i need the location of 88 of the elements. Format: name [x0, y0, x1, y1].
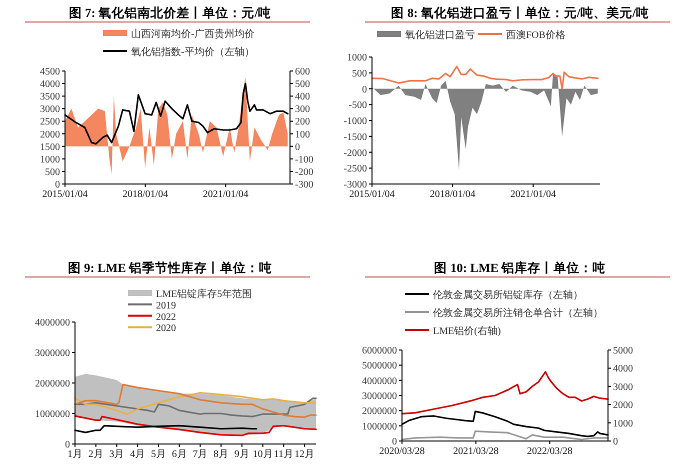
x-tick-label: 11月: [274, 449, 294, 460]
line-series: [74, 392, 316, 415]
y-tick-label: 1000: [40, 154, 60, 166]
y-tick-label: -1000: [344, 116, 367, 127]
x-tick-label: 2015/01/04: [42, 189, 88, 200]
x-tick-label: 1月: [68, 449, 82, 460]
y2-tick-label: 500: [295, 79, 310, 90]
y-tick-label: 1500: [40, 142, 60, 153]
x-tick-label: 9月: [234, 449, 250, 460]
x-tick-label: 2020/03/28: [379, 446, 425, 457]
line-series: [74, 384, 317, 418]
y2-tick-label: -200: [295, 166, 314, 178]
legend-label: 西澳FOB价格: [506, 29, 566, 41]
y2-tick-label: 600: [295, 66, 310, 78]
x-tick-label: 5月: [150, 449, 166, 460]
legend-label: 氧化铝指数-平均价（左轴）: [131, 46, 254, 58]
x-tick-label: 7月: [192, 449, 208, 460]
x-tick-label: 3月: [109, 449, 124, 460]
x-tick-label: 12月: [294, 449, 315, 460]
y-tick-label: 2000000: [35, 378, 70, 390]
y-tick-label: 5000000: [362, 360, 397, 372]
y2-tick-label: 5000: [613, 346, 633, 356]
x-tick-label: 2018/01/04: [430, 189, 476, 200]
y-tick-label: 2000: [40, 129, 60, 140]
x-tick-label: 2022/03/28: [526, 446, 572, 457]
y2-tick-label: 400: [295, 92, 310, 103]
y-tick-label: 3000000: [35, 348, 70, 359]
y-tick-label: 4000000: [35, 318, 70, 328]
line-series: [371, 66, 599, 90]
y2-tick-label: 2000: [613, 400, 633, 412]
x-tick-label: 4月: [130, 449, 146, 460]
y-tick-label: 3000: [40, 104, 60, 116]
legend-label: LME铝价(右轴): [433, 325, 501, 337]
y-tick-label: -500: [348, 100, 367, 112]
y-tick-label: 500: [352, 68, 367, 80]
y-tick-label: 0: [362, 84, 367, 96]
legend-label: LME铝锭库存5年范围: [156, 288, 252, 300]
y-tick-label: 4000000: [362, 376, 397, 387]
y-tick-label: 2500: [40, 116, 60, 128]
y-tick-label: 4500: [40, 66, 60, 78]
legend-label: 伦敦金属交易所铝锭库存（左轴）: [433, 289, 583, 301]
y2-tick-label: -100: [295, 154, 314, 166]
y-tick-label: 0: [65, 440, 70, 450]
y-tick-label: 0: [392, 436, 397, 448]
y-tick-label: 3000000: [362, 391, 397, 402]
x-tick-label: 8月: [214, 449, 229, 460]
y2-tick-label: 0: [295, 142, 300, 153]
legend-label: 2019: [156, 300, 176, 312]
x-tick-label: 10月: [252, 449, 273, 460]
legend-label: 氧化铝进口盈亏: [405, 29, 475, 41]
x-tick-label: 2月: [88, 449, 104, 460]
y-tick-label: 3500: [40, 92, 60, 103]
y-tick-label: -1500: [344, 132, 367, 143]
line-series: [401, 371, 609, 414]
y-tick-label: 0: [55, 180, 60, 190]
chart-title: 图 10: LME 铝库存丨单位：吨: [434, 260, 606, 275]
x-tick-label: 2021/01/04: [202, 189, 248, 200]
y-tick-label: -2500: [344, 164, 367, 175]
legend-label: 2022: [156, 312, 176, 323]
legend-label: 山西河南均价-广西贵州均价: [131, 28, 254, 40]
x-tick-label: 2015/01/04: [349, 189, 395, 200]
legend-label: 2020: [156, 323, 176, 334]
y-tick-label: 1000000: [35, 409, 70, 420]
y-tick-label: 500: [45, 166, 60, 178]
y2-tick-label: 300: [295, 104, 310, 116]
x-tick-label: 2018/01/04: [122, 189, 168, 200]
x-tick-label: 6月: [172, 449, 187, 460]
y2-tick-label: 200: [295, 116, 310, 128]
y2-tick-label: 100: [295, 129, 310, 140]
y2-tick-label: 1000: [613, 418, 633, 430]
y-tick-label: 1000000: [362, 421, 397, 432]
y2-tick-label: 4000: [613, 364, 633, 375]
y-tick-label: 4000: [40, 79, 60, 90]
y-tick-label: -2000: [344, 148, 367, 159]
legend-label: 伦敦金属交易所注销仓单合计（左轴）: [433, 307, 603, 319]
y-tick-label: 2000000: [362, 406, 397, 418]
chart-title: 图 9: LME 铝季节性库存丨单位：吨: [68, 260, 272, 275]
y2-tick-label: 3000: [613, 382, 633, 393]
chart-title: 图 7: 氧化铝南北价差丨单位：元/吨: [68, 5, 272, 20]
y-tick-label: -3000: [344, 180, 367, 190]
y2-tick-label: -300: [295, 180, 314, 190]
y2-tick-label: 0: [613, 436, 618, 448]
line-series: [74, 397, 317, 418]
y-tick-label: 1000: [347, 52, 367, 64]
x-tick-label: 2021/03/28: [453, 446, 499, 457]
x-tick-label: 2021/01/04: [510, 189, 556, 200]
chart-title: 图 8: 氧化铝进口盈亏丨单位：元/吨、美元/吨: [391, 5, 649, 20]
y-tick-label: 6000000: [362, 346, 397, 356]
